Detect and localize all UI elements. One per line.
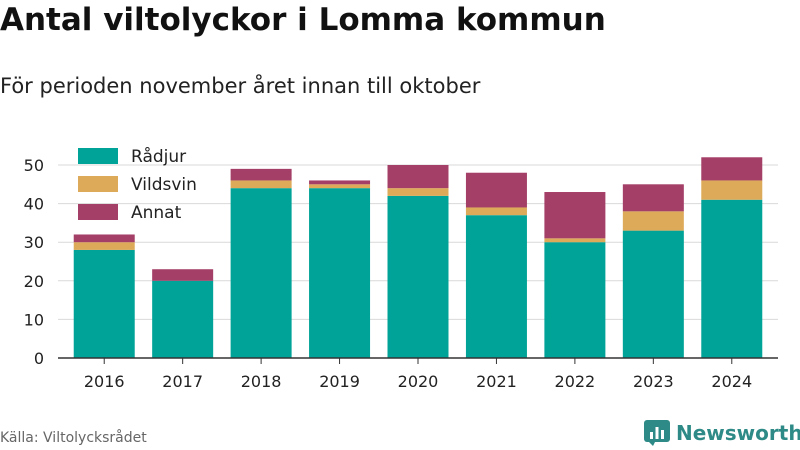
x-tick-label: 2017: [162, 372, 203, 391]
y-tick-label: 10: [24, 310, 44, 329]
bar-2022-vildsvin: [544, 238, 606, 243]
legend-label: Rådjur: [131, 146, 186, 167]
brand: Newsworthy: [644, 420, 800, 446]
y-tick-label: 20: [24, 272, 44, 291]
x-tick-label: 2016: [84, 372, 125, 391]
bar-2018-vildsvin: [230, 180, 292, 189]
bar-2023-vildsvin: [622, 211, 684, 231]
bar-2020-rådjur: [387, 195, 449, 358]
x-tick-label: 2023: [633, 372, 674, 391]
bar-2017-annat: [152, 269, 214, 281]
bar-2024-annat: [701, 157, 763, 181]
bar-2021-rådjur: [465, 215, 527, 358]
y-tick-label: 40: [24, 195, 44, 214]
x-tick-label: 2024: [711, 372, 752, 391]
x-tick-label: 2018: [241, 372, 282, 391]
source-note: Källa: Viltolycksrådet: [0, 430, 147, 446]
bar-2021-annat: [465, 172, 527, 208]
bar-2016-annat: [73, 234, 135, 243]
bar-2018-annat: [230, 168, 292, 181]
bar-2024-rådjur: [701, 199, 763, 358]
bar-2017-rådjur: [152, 280, 214, 358]
legend-swatch-rådjur: [78, 148, 118, 164]
bar-2024-vildsvin: [701, 180, 763, 200]
bar-2022-rådjur: [544, 242, 606, 358]
bar-2019-vildsvin: [309, 184, 371, 189]
bar-2019-annat: [309, 180, 371, 185]
stacked-bar-chart: 0 10 20 30 40 50 2016 2017 2018 2019 2020 2021 2022 2…: [24, 146, 778, 391]
bar-2021-vildsvin: [465, 207, 527, 216]
bar-2018-rådjur: [230, 188, 292, 358]
legend-swatch-annat: [78, 204, 118, 220]
bar-2023-annat: [622, 184, 684, 212]
legend-label: Annat: [131, 203, 182, 223]
legend-label: Vildsvin: [131, 175, 197, 195]
x-tick-label: 2019: [319, 372, 360, 391]
x-tick-label: 2022: [555, 372, 596, 391]
bar-2016-vildsvin: [73, 242, 135, 250]
bar-chart-logo-icon: [644, 420, 670, 446]
chart-subtitle: För perioden november året innan till ok…: [0, 74, 481, 98]
bar-2020-vildsvin: [387, 188, 449, 196]
y-tick-label: 0: [34, 349, 44, 368]
x-tick-label: 2020: [398, 372, 439, 391]
x-tick-label: 2021: [476, 372, 517, 391]
brand-name: Newsworthy: [676, 421, 800, 445]
chart-title: Antal viltolyckor i Lomma kommun: [0, 2, 606, 38]
y-tick-label: 30: [24, 233, 44, 252]
bar-2023-rådjur: [622, 230, 684, 358]
bar-2020-annat: [387, 165, 449, 189]
legend-swatch-vildsvin: [78, 176, 118, 192]
bar-2022-annat: [544, 192, 606, 239]
y-tick-label: 50: [24, 156, 44, 175]
bar-2019-rådjur: [309, 188, 371, 358]
bar-2016-rådjur: [73, 249, 135, 358]
